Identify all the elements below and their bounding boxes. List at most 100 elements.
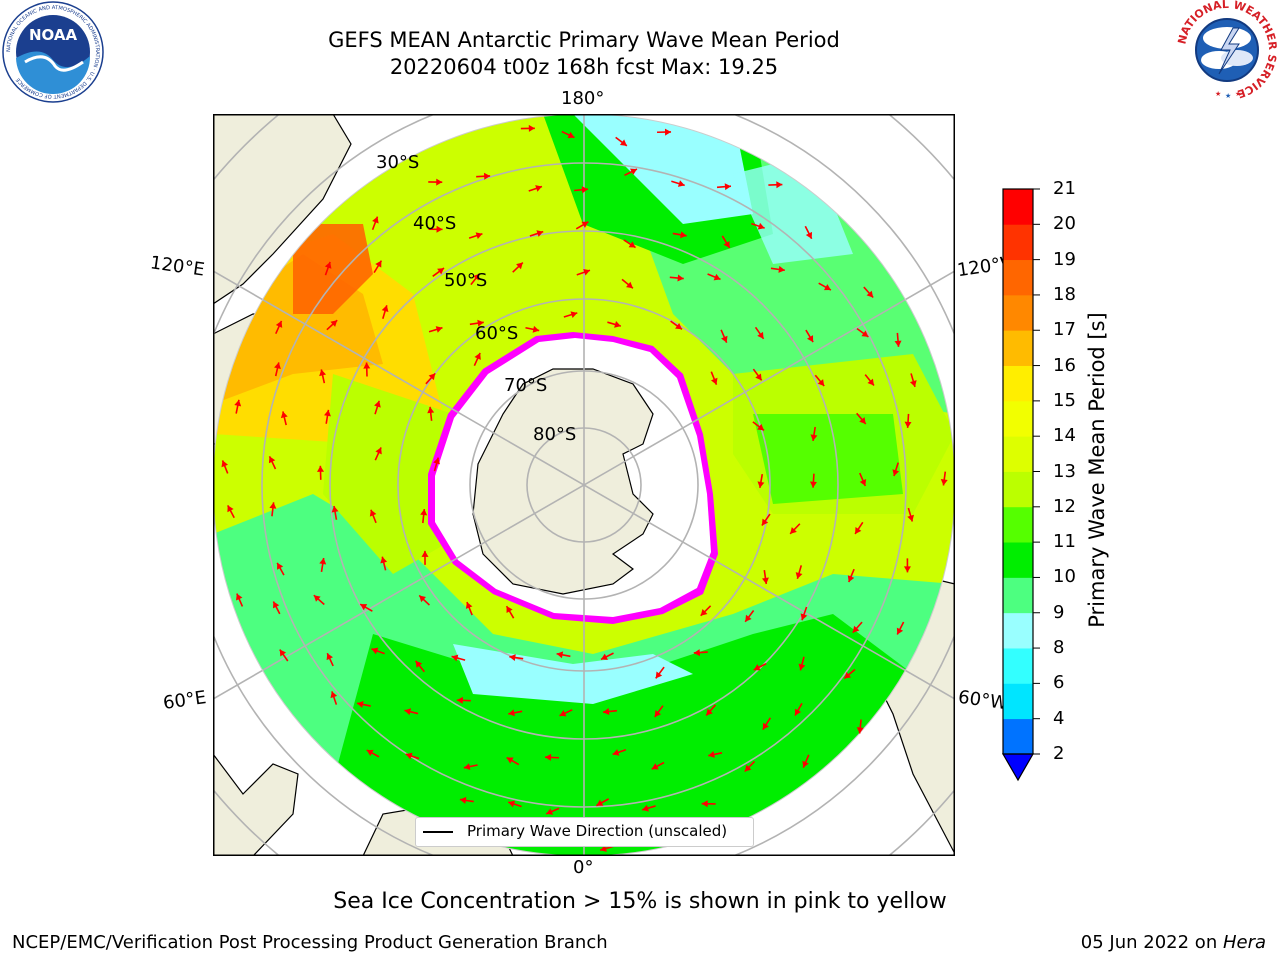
wave-arrow-head xyxy=(724,183,731,191)
colorbar-tick-label: 8 xyxy=(1053,637,1065,659)
colorbar-tick-label: 6 xyxy=(1053,672,1065,694)
wave-arrow-head xyxy=(776,181,783,189)
colorbar-under-extension xyxy=(1001,753,1035,782)
wave-arrow-head xyxy=(324,409,331,417)
wave-arrow-head xyxy=(371,647,379,655)
wave-arrow-head xyxy=(855,527,862,534)
wave-arrow-head xyxy=(809,481,817,488)
footer-branch: NCEP/EMC/Verification Post Processing Pr… xyxy=(12,932,608,953)
wave-arrow-head xyxy=(823,284,831,291)
wave-arrow-head xyxy=(896,627,904,635)
wave-arrow-head xyxy=(437,268,445,275)
wave-arrow-head xyxy=(642,804,649,812)
wave-arrow-head xyxy=(859,417,866,424)
wave-arrow-head xyxy=(374,400,381,408)
wave-arrow-head xyxy=(596,799,604,806)
wave-arrow-head xyxy=(807,335,814,343)
colorbar-tick-label: 14 xyxy=(1053,425,1076,447)
wave-arrow-head xyxy=(324,261,332,269)
wave-arrow-head xyxy=(802,760,809,768)
wave-direction-arrows xyxy=(221,124,948,852)
lon-label-60e: 60°E xyxy=(161,687,208,714)
colorbar-tick-label: 15 xyxy=(1053,389,1076,411)
wave-arrow-head xyxy=(221,460,229,468)
wave-arrow-head xyxy=(757,423,765,431)
footer-machine: Hera xyxy=(1222,932,1266,953)
colorbar-segment xyxy=(1003,648,1033,684)
wave-arrow-head xyxy=(227,505,234,513)
colorbar-tick-label: 9 xyxy=(1053,601,1065,623)
wave-arrow-head xyxy=(465,602,473,609)
wave-arrow-head xyxy=(528,124,535,132)
colorbar-tick-label: 10 xyxy=(1053,566,1076,588)
plot-title: GEFS MEAN Antarctic Primary Wave Mean Pe… xyxy=(328,28,840,52)
graticule xyxy=(213,114,955,856)
wave-arrow-head xyxy=(630,168,637,175)
colorbar-tick-label: 11 xyxy=(1053,531,1076,553)
wave-arrow-head xyxy=(375,447,382,455)
wave-arrow-head xyxy=(268,456,276,464)
colorbar-tick-label: 4 xyxy=(1053,707,1065,729)
legend-line-swatch xyxy=(423,831,453,833)
wave-arrow-head xyxy=(581,186,589,194)
colorbar-segment xyxy=(1003,400,1033,437)
wave-arrow-head xyxy=(723,240,730,248)
wave-arrow-head xyxy=(859,479,867,486)
wave-arrow-head xyxy=(459,796,467,804)
wave-arrow-head xyxy=(619,139,627,146)
wave-arrow-head xyxy=(817,379,825,387)
wave-arrow-head xyxy=(844,671,852,679)
wave-arrow-head xyxy=(372,216,379,224)
wave-arrow-head xyxy=(790,527,797,534)
lon-label-0: 0° xyxy=(573,857,594,878)
wave-arrow-head xyxy=(381,305,389,313)
wave-arrow-head xyxy=(866,290,874,298)
wave-arrow-head xyxy=(903,566,911,573)
wave-arrow-head xyxy=(535,185,542,192)
colorbar-title: Primary Wave Mean Period [s] xyxy=(1085,312,1109,628)
wave-arrow-head xyxy=(892,469,900,477)
wave-arrow-head xyxy=(331,505,339,513)
wave-arrow-head xyxy=(269,502,277,509)
wave-arrow-head xyxy=(330,691,338,699)
wave-arrow-head xyxy=(655,671,663,679)
colorbar-tick-label: 17 xyxy=(1053,319,1076,341)
wave-arrow-head xyxy=(313,595,321,602)
wave-arrow-head xyxy=(509,654,516,662)
wave-arrow-head xyxy=(708,751,715,758)
wave-arrow-head xyxy=(483,172,491,180)
nws-logo: NATIONAL WEATHER SERVICE ★ ★ ★ xyxy=(1175,0,1279,101)
wave-arrow-head xyxy=(508,800,516,808)
wave-arrow-head xyxy=(693,649,701,657)
wave-arrow-head xyxy=(762,722,769,730)
colorbar-segment xyxy=(1003,506,1033,543)
wave-arrow-head xyxy=(326,653,333,661)
wave-arrow-head xyxy=(800,613,808,621)
colorbar-tick-label: 19 xyxy=(1053,248,1076,270)
colorbar-tick-label: 20 xyxy=(1053,213,1076,235)
colorbar-tick-label: 13 xyxy=(1053,460,1076,482)
lon-label-180: 180° xyxy=(561,88,605,109)
wave-arrow-head xyxy=(451,654,459,662)
wave-arrow-head xyxy=(427,406,435,414)
wave-arrow-head xyxy=(721,335,728,343)
colorbar-segment xyxy=(1003,224,1033,261)
legend-label: Primary Wave Direction (unscaled) xyxy=(467,822,728,840)
lat-label-60s: 60°S xyxy=(475,323,519,344)
colorbar-segment xyxy=(1003,577,1033,614)
colorbar-tick-label: 2 xyxy=(1053,743,1065,764)
wave-arrow-head xyxy=(369,509,377,517)
wave-arrow-head xyxy=(628,241,636,248)
wave-arrow-head xyxy=(654,710,662,718)
wave-arrow-head xyxy=(236,593,243,601)
wave-arrow-head xyxy=(421,550,429,557)
wave-arrow-head xyxy=(612,749,620,756)
wave-arrow-head xyxy=(677,180,685,187)
lat-label-70s: 70°S xyxy=(504,375,548,396)
wave-arrow-head xyxy=(456,696,463,704)
colorbar-tick-label: 18 xyxy=(1053,283,1076,305)
colorbar-segment xyxy=(1003,259,1033,296)
wave-arrow-head xyxy=(757,481,765,488)
wave-arrow-head xyxy=(516,262,523,270)
wave-arrow-head xyxy=(436,178,443,186)
